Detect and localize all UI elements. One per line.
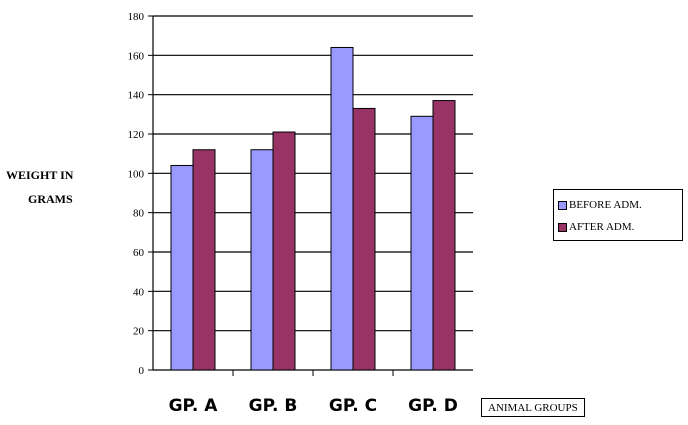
bar-after-gpc (352, 107, 376, 371)
y-tick-label: 80 (133, 208, 145, 220)
y-axis-label: WEIGHT IN GRAMS (6, 163, 106, 211)
x-axis-title: ANIMAL GROUPS (481, 398, 585, 417)
y-axis-label-line1: WEIGHT IN (6, 168, 74, 182)
legend-label-after: AFTER ADM. (569, 221, 635, 233)
legend-swatch-before (558, 200, 567, 210)
y-tick-label: 120 (128, 129, 145, 141)
legend: BEFORE ADM. AFTER ADM. (553, 189, 683, 241)
x-category-label: GP. A (168, 396, 218, 416)
x-category-label: GP. C (328, 396, 378, 416)
bar-before-gpc (330, 46, 354, 371)
y-axis-label-line2: GRAMS (28, 192, 73, 206)
x-category-label: GP. B (248, 396, 298, 416)
x-axis-category-labels: GP. A GP. B GP. C GP. D (0, 396, 688, 420)
bar-after-gpd (432, 100, 456, 371)
legend-item-before: BEFORE ADM. (558, 199, 642, 211)
y-tick-label: 20 (133, 326, 145, 338)
legend-label-before: BEFORE ADM. (569, 199, 642, 211)
y-tick-label: 40 (133, 286, 145, 298)
y-tick-label: 100 (128, 168, 145, 180)
y-tick-label: 140 (128, 90, 145, 102)
bar-before-gpa (170, 164, 194, 371)
bar-after-gpb (272, 131, 296, 371)
y-tick-label: 60 (133, 247, 145, 259)
bar-after-gpa (192, 149, 216, 371)
y-tick-label: 160 (128, 50, 145, 62)
bar-before-gpb (250, 149, 274, 371)
bar-before-gpd (410, 115, 434, 371)
legend-item-after: AFTER ADM. (558, 221, 634, 233)
y-tick-label: 0 (139, 365, 145, 377)
y-tick-label: 180 (128, 11, 145, 23)
x-category-label: GP. D (408, 396, 458, 416)
legend-swatch-after (558, 222, 567, 232)
